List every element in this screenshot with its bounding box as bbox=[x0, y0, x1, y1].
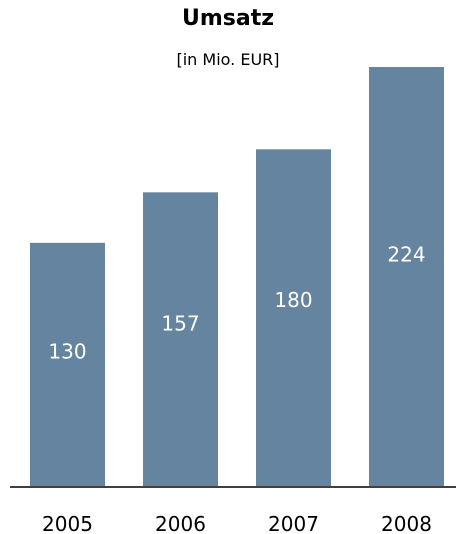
data-label-2006: 157 bbox=[161, 311, 199, 335]
x-tick-labels: 2005 2006 2007 2008 bbox=[42, 512, 432, 534]
data-label-2005: 130 bbox=[48, 339, 86, 363]
bar-group: 130 157 180 224 bbox=[30, 67, 444, 486]
data-label-2007: 180 bbox=[274, 288, 312, 312]
x-tick-2006: 2006 bbox=[155, 512, 206, 534]
data-label-2008: 224 bbox=[387, 243, 425, 267]
x-tick-2005: 2005 bbox=[42, 512, 93, 534]
x-tick-2007: 2007 bbox=[268, 512, 319, 534]
chart-title: Umsatz bbox=[181, 6, 275, 31]
x-tick-2008: 2008 bbox=[381, 512, 432, 534]
bar-2008 bbox=[369, 67, 444, 486]
bar-2005 bbox=[30, 242, 105, 486]
bar-2007 bbox=[256, 149, 331, 486]
chart-subtitle: [in Mio. EUR] bbox=[176, 50, 280, 69]
bar-2006 bbox=[143, 192, 218, 486]
